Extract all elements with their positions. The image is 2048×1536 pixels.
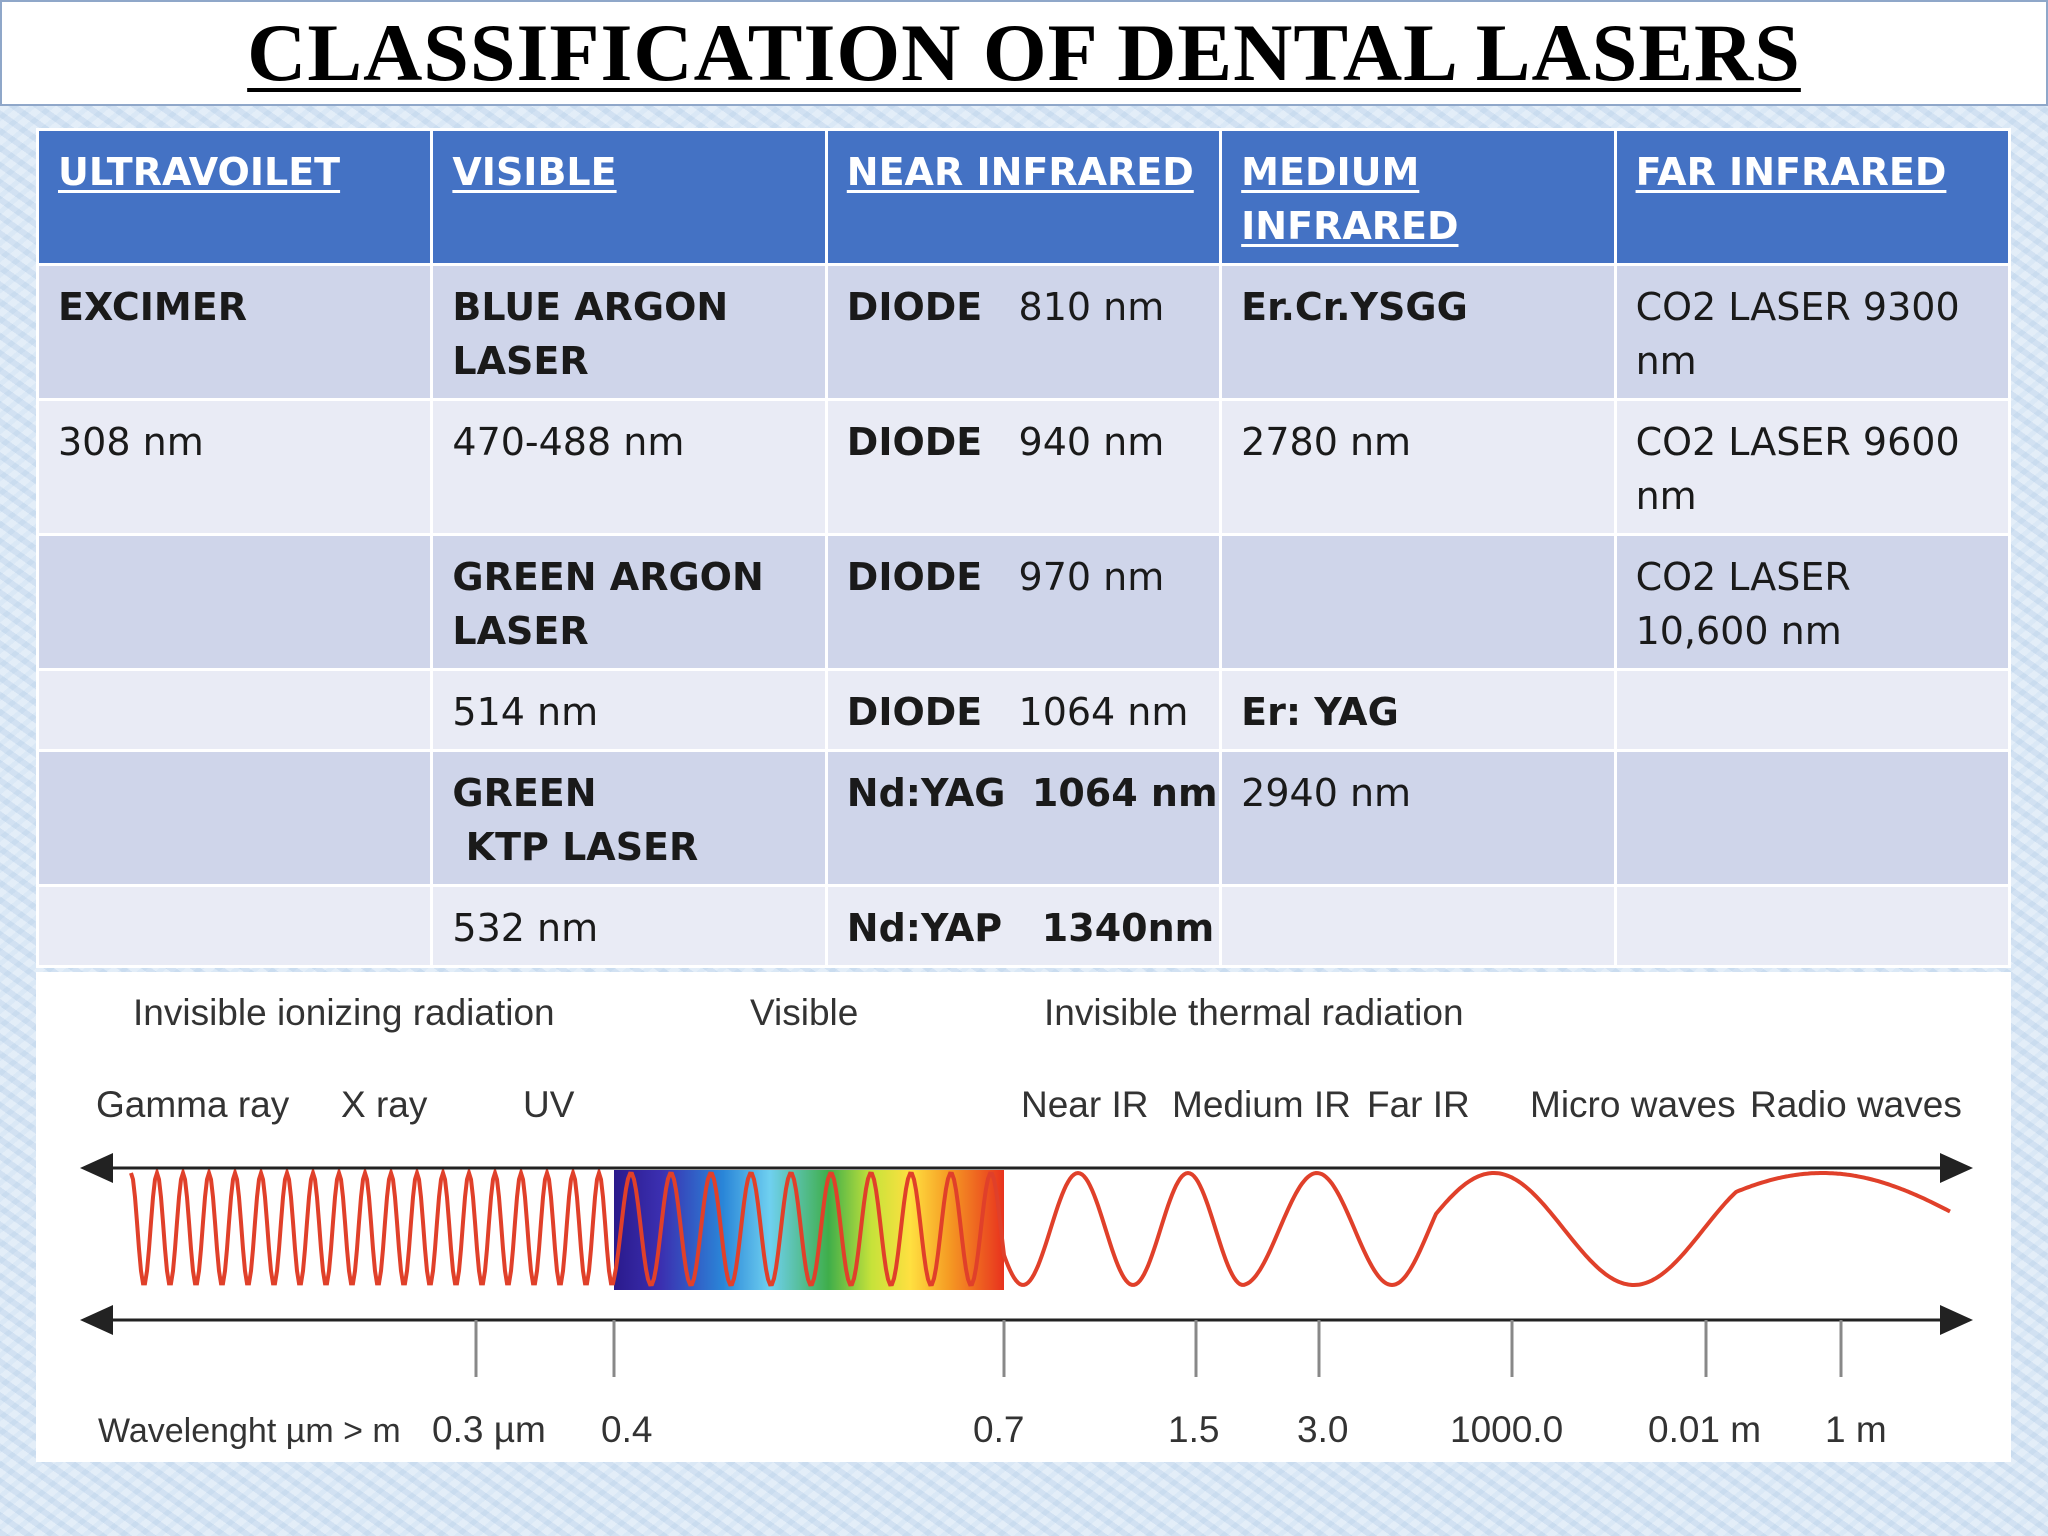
tick-label: 1000.0: [1450, 1409, 1564, 1450]
tick-label: 0.7: [973, 1409, 1025, 1450]
table-row: GREEN KTP LASER Nd:YAG 1064 nm 2940 nm: [35, 749, 2012, 887]
table-cell: 470-488 nm: [430, 398, 828, 536]
table-cell: [35, 749, 434, 887]
table-cell: 2780 nm: [1219, 398, 1617, 536]
table-cell: GREEN KTP LASER: [430, 749, 828, 887]
table-cell: Nd:YAG 1064 nm: [824, 749, 1223, 887]
group-label-thermal: Invisible thermal radiation: [1044, 992, 1464, 1033]
table-cell: 532 nm: [430, 884, 828, 968]
table-cell: 2940 nm: [1219, 749, 1617, 887]
table-cell: [1219, 533, 1617, 671]
group-label-ionizing: Invisible ionizing radiation: [133, 992, 555, 1033]
band-label-near-ir: Near IR: [1021, 1084, 1149, 1125]
wave-line: [129, 1166, 1951, 1288]
table-cell: Er.Cr.YSGG: [1219, 263, 1617, 401]
spectrum-graphic: [80, 1153, 1973, 1377]
band-label-uv: UV: [523, 1084, 575, 1125]
header-visible: VISIBLE: [430, 128, 828, 266]
tick-label: 3.0: [1297, 1409, 1349, 1450]
table-row: 308 nm 470-488 nm DIODE 940 nm 2780 nm C…: [35, 398, 2012, 536]
laser-classification-table: ULTRAVOILET VISIBLE NEAR INFRARED MEDIUM…: [35, 128, 2012, 968]
table-cell: DIODE 810 nm: [824, 263, 1223, 401]
table-cell: Er: YAG: [1219, 668, 1617, 752]
table-cell: 514 nm: [430, 668, 828, 752]
band-label-far-ir: Far IR: [1367, 1084, 1470, 1125]
table-cell: EXCIMER: [35, 263, 434, 401]
tick-label: 0.01 m: [1648, 1409, 1762, 1450]
header-medium-infrared: MEDIUM INFRARED: [1219, 128, 1617, 266]
table-cell: CO2 LASER 9600 nm: [1613, 398, 2012, 536]
tick-label: 0.3 µm: [432, 1409, 546, 1450]
table-cell: DIODE 1064 nm: [824, 668, 1223, 752]
table-cell: [35, 884, 434, 968]
table-cell: [35, 668, 434, 752]
band-label-xray: X ray: [341, 1084, 428, 1125]
table-cell: DIODE 970 nm: [824, 533, 1223, 671]
header-near-infrared: NEAR INFRARED: [824, 128, 1223, 266]
table-cell: DIODE 940 nm: [824, 398, 1223, 536]
tick-marks: [474, 1320, 1843, 1377]
band-label-gamma: Gamma ray: [96, 1084, 290, 1125]
tick-label: 1.5: [1168, 1409, 1220, 1450]
band-label-medium-ir: Medium IR: [1172, 1084, 1351, 1125]
tick-label: 1 m: [1825, 1409, 1887, 1450]
tick-label: 0.4: [601, 1409, 653, 1450]
band-label-micro-waves: Micro waves: [1530, 1084, 1736, 1125]
header-ultraviolet: ULTRAVOILET: [35, 128, 434, 266]
table-row: 532 nm Nd:YAP 1340nm: [35, 884, 2012, 968]
table-cell: [1219, 884, 1617, 968]
table-cell: BLUE ARGON LASER: [430, 263, 828, 401]
band-label-radio-waves: Radio waves: [1750, 1084, 1962, 1125]
electromagnetic-spectrum-diagram: Invisible ionizing radiation Visible Inv…: [36, 972, 2011, 1462]
table-cell: GREEN ARGON LASER: [430, 533, 828, 671]
table-cell: CO2 LASER 10,600 nm: [1613, 533, 2012, 671]
table-cell: [35, 533, 434, 671]
table-row: GREEN ARGON LASER DIODE 970 nm CO2 LASER…: [35, 533, 2012, 671]
table-row: 514 nm DIODE 1064 nm Er: YAG: [35, 668, 2012, 752]
table-cell: [1613, 749, 2012, 887]
table-cell: [1613, 884, 2012, 968]
table-cell: 308 nm: [35, 398, 434, 536]
header-far-infrared: FAR INFRARED: [1613, 128, 2012, 266]
table-header-row: ULTRAVOILET VISIBLE NEAR INFRARED MEDIUM…: [35, 128, 2012, 266]
group-label-visible: Visible: [750, 992, 859, 1033]
axis-label: Wavelenght µm > m: [98, 1412, 401, 1450]
table-cell: Nd:YAP 1340nm: [824, 884, 1223, 968]
page-title: CLASSIFICATION OF DENTAL LASERS: [247, 7, 1801, 98]
table-cell: [1613, 668, 2012, 752]
table-cell: CO2 LASER 9300 nm: [1613, 263, 2012, 401]
title-bar: CLASSIFICATION OF DENTAL LASERS: [0, 0, 2048, 106]
table-row: EXCIMER BLUE ARGON LASER DIODE 810 nm Er…: [35, 263, 2012, 401]
